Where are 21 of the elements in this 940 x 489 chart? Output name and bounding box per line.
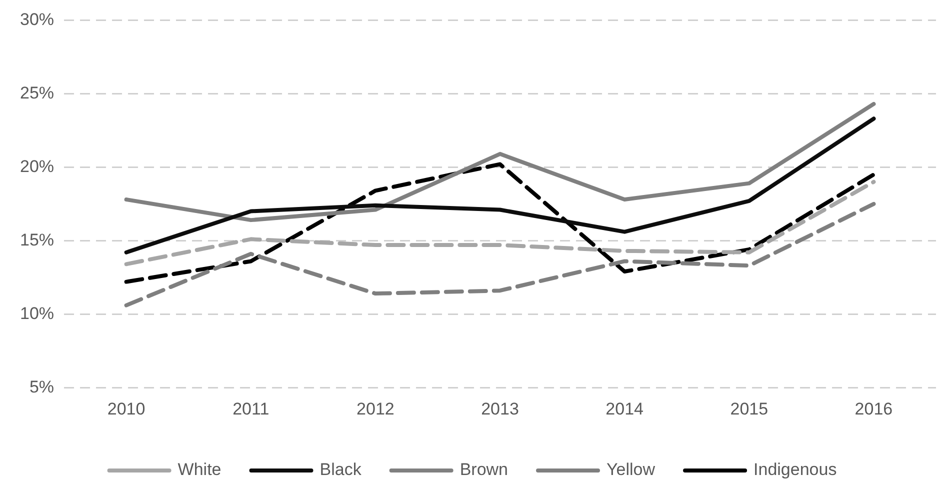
x-tick-label: 2011 [232,399,270,418]
legend-label: Black [320,460,362,480]
x-tick-label: 2013 [481,399,519,418]
line-series [124,202,876,308]
y-tick-label: 25% [20,83,54,102]
x-tick-label: 2010 [107,399,146,418]
x-tick-label: 2016 [854,399,893,418]
legend-label: Brown [460,460,508,480]
legend-label: Yellow [606,460,656,480]
line-series [124,162,876,284]
x-tick-label: 2014 [606,399,644,418]
y-tick-label: 15% [20,230,54,250]
y-tick-label: 10% [20,304,54,323]
legend-label: Indigenous [754,460,837,480]
y-tick-label: 30% [20,10,54,29]
y-tick-label: 20% [20,156,54,176]
legend-label: White [178,460,222,480]
y-tick-label: 5% [29,377,54,396]
x-tick-label: 2012 [356,399,394,418]
x-tick-label: 2015 [730,399,768,418]
line-series [124,180,876,266]
